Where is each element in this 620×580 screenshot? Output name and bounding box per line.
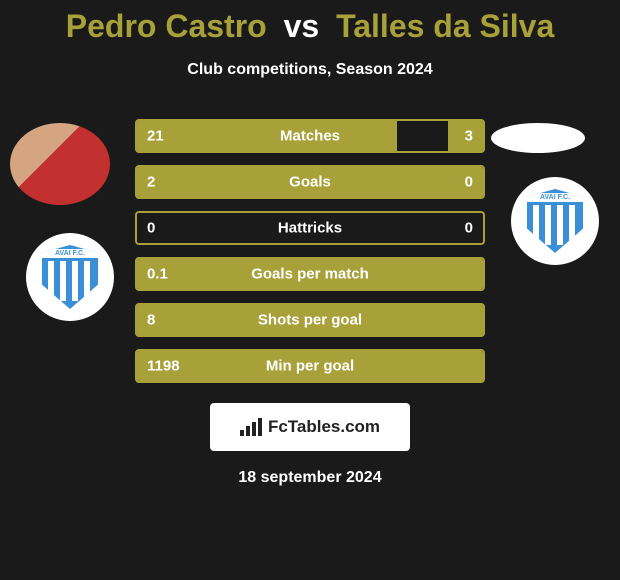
subtitle: Club competitions, Season 2024	[0, 61, 620, 79]
stat-label: Shots per goal	[258, 312, 362, 329]
stat-label: Matches	[280, 128, 340, 145]
footer-date: 18 september 2024	[0, 469, 620, 487]
stat-value-right: 0	[465, 174, 473, 191]
stat-row: 0 Hattricks 0	[135, 211, 485, 245]
player2-avatar	[491, 123, 585, 153]
player2-name: Talles da Silva	[336, 8, 554, 44]
player1-club-badge	[26, 233, 114, 321]
stat-value-left: 8	[147, 312, 155, 329]
stat-value-left: 2	[147, 174, 155, 191]
stat-row: 8 Shots per goal	[135, 303, 485, 337]
shield-icon	[42, 245, 98, 309]
stat-value-left: 0	[147, 220, 155, 237]
stat-label: Hattricks	[278, 220, 342, 237]
bar-chart-icon	[240, 418, 262, 436]
stat-value-right: 0	[465, 220, 473, 237]
stat-row: 21 Matches 3	[135, 119, 485, 153]
branding-text: FcTables.com	[268, 417, 380, 437]
shield-icon	[527, 189, 583, 253]
stat-label: Min per goal	[266, 358, 354, 375]
stat-label: Goals	[289, 174, 331, 191]
stat-row: 0.1 Goals per match	[135, 257, 485, 291]
stat-value-left: 0.1	[147, 266, 168, 283]
player2-club-badge	[511, 177, 599, 265]
player1-avatar	[10, 123, 110, 205]
comparison-title: Pedro Castro vs Talles da Silva	[0, 0, 620, 45]
stat-value-left: 21	[147, 128, 164, 145]
stat-value-right: 3	[465, 128, 473, 145]
vs-separator: vs	[284, 8, 320, 44]
stat-row: 1198 Min per goal	[135, 349, 485, 383]
stat-fill-left	[137, 121, 397, 151]
stat-row: 2 Goals 0	[135, 165, 485, 199]
stats-container: 21 Matches 3 2 Goals 0 0 Hattricks 0 0.1…	[135, 119, 485, 383]
stat-value-left: 1198	[147, 358, 180, 375]
branding-badge: FcTables.com	[210, 403, 410, 451]
stat-label: Goals per match	[251, 266, 369, 283]
player1-name: Pedro Castro	[66, 8, 267, 44]
